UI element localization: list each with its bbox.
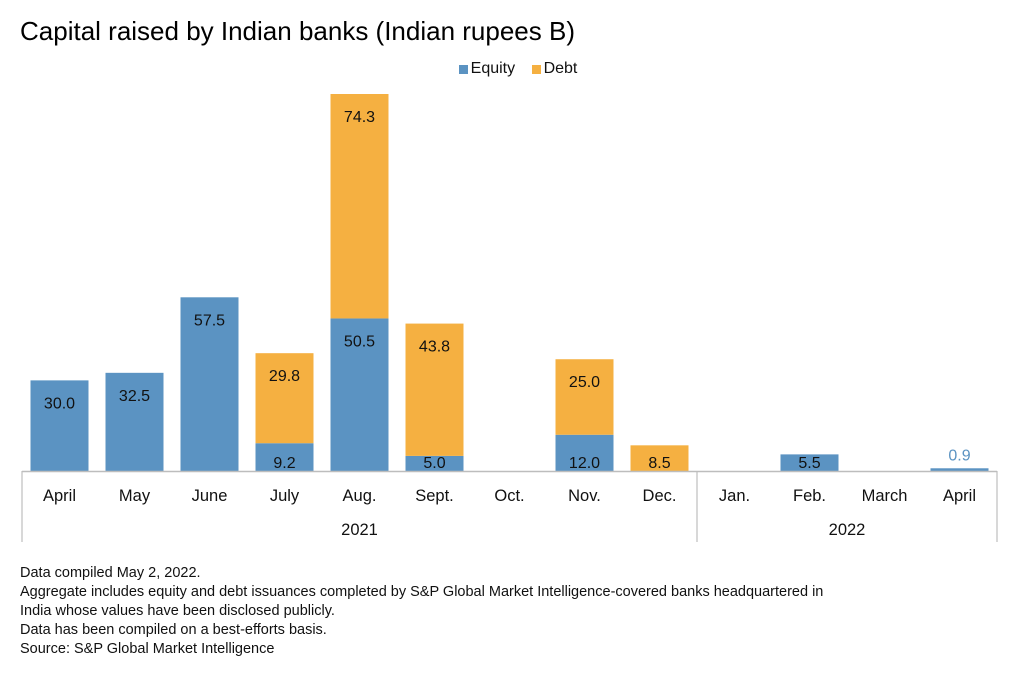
- chart-title: Capital raised by Indian banks (Indian r…: [20, 16, 575, 46]
- x-tick-label-12: April: [943, 487, 976, 505]
- value-label-debt-7: 25.0: [569, 374, 600, 391]
- bar-equity-7: [555, 434, 614, 471]
- bar-equity-2: [180, 297, 239, 471]
- x-tick-label-6: Oct.: [494, 487, 524, 505]
- bar-chart: 30.0 32.5 57.5 9.2 29.8 50.5 74.3 5.0 43.8 12.0 25…: [21, 94, 998, 542]
- group-label-2022: 2022: [829, 521, 866, 539]
- note-date: Data compiled May 2, 2022.: [20, 565, 201, 581]
- value-label-debt-3: 29.8: [269, 368, 300, 385]
- bar-equity-0: [30, 380, 89, 471]
- bar-equity-3: [255, 443, 314, 471]
- value-labels-layer: 30.0 32.5 57.5 9.2 29.8 50.5 74.3 5.0 43.8 12.0 25…: [44, 109, 971, 472]
- legend-item-equity: Equity: [458, 60, 516, 78]
- x-tick-label-1: May: [119, 487, 151, 505]
- bar-equity-12: [930, 468, 989, 471]
- x-tick-label-3: July: [270, 487, 300, 505]
- value-label-equity-10: 5.5: [798, 455, 820, 472]
- value-label-debt-8: 8.5: [648, 455, 670, 472]
- value-label-equity-5: 5.0: [423, 455, 445, 472]
- value-label-equity-7: 12.0: [569, 455, 600, 472]
- bar-equity-4: [330, 318, 389, 471]
- bars-layer: [30, 94, 989, 471]
- note-aggregate-1: Aggregate includes equity and debt issua…: [20, 584, 824, 600]
- bar-debt-7: [555, 359, 614, 435]
- legend-item-debt: Debt: [531, 60, 578, 78]
- note-source: Source: S&P Global Market Intelligence: [20, 641, 275, 657]
- value-label-equity-2: 57.5: [194, 312, 225, 329]
- x-axis: April May June July Aug. Sept. Oct. Nov. Dec. Jan…: [21, 470, 998, 542]
- x-tick-label-9: Jan.: [719, 487, 750, 505]
- value-label-equity-3: 9.2: [273, 455, 295, 472]
- legend-label-debt: Debt: [543, 60, 578, 77]
- bar-debt-8: [630, 445, 689, 471]
- x-tick-label-2: June: [192, 487, 228, 505]
- bar-debt-3: [255, 353, 314, 444]
- x-tick-label-4: Aug.: [343, 487, 377, 505]
- legend-label-equity: Equity: [470, 60, 516, 77]
- x-tick-label-10: Feb.: [793, 487, 826, 505]
- legend-swatch-equity: [458, 64, 468, 74]
- value-label-equity-0: 30.0: [44, 395, 75, 412]
- x-tick-label-0: April: [43, 487, 76, 505]
- bar-debt-5: [405, 323, 464, 456]
- bar-equity-10: [780, 454, 839, 471]
- bar-equity-5: [405, 455, 464, 471]
- value-label-equity-12: 0.9: [948, 447, 970, 464]
- x-tick-label-7: Nov.: [568, 487, 601, 505]
- legend-swatch-debt: [531, 64, 541, 74]
- x-tick-label-8: Dec.: [643, 487, 677, 505]
- value-label-equity-4: 50.5: [344, 333, 375, 350]
- bar-equity-1: [105, 372, 164, 471]
- group-label-2021: 2021: [341, 521, 378, 539]
- note-aggregate-2: India whose values have been disclosed p…: [20, 603, 335, 619]
- bar-debt-4: [330, 94, 389, 319]
- value-label-debt-4: 74.3: [344, 109, 375, 126]
- value-label-debt-5: 43.8: [419, 339, 450, 356]
- x-tick-label-5: Sept.: [415, 487, 454, 505]
- footnotes: Data compiled May 2, 2022. Aggregate inc…: [20, 564, 823, 659]
- x-tick-label-11: March: [862, 487, 908, 505]
- note-best-efforts: Data has been compiled on a best-efforts…: [20, 622, 327, 638]
- legend: Equity Debt: [0, 60, 1036, 79]
- value-label-equity-1: 32.5: [119, 388, 150, 405]
